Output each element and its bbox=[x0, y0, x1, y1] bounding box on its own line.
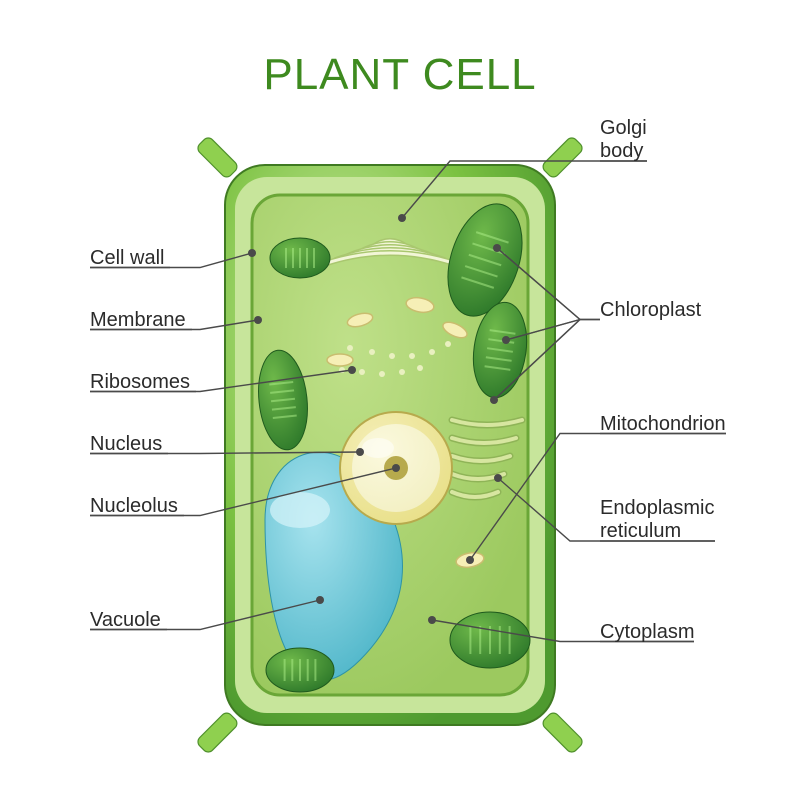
leader-dot bbox=[254, 316, 262, 324]
leader-dot bbox=[502, 336, 510, 344]
chloroplast bbox=[266, 648, 334, 692]
cell-wall-tab bbox=[196, 136, 240, 180]
label-vacuole: Vacuole bbox=[90, 609, 161, 632]
label-er: Endoplasmic reticulum bbox=[600, 497, 715, 543]
ribosome bbox=[359, 369, 365, 375]
ribosome bbox=[429, 349, 435, 355]
ribosome bbox=[445, 341, 451, 347]
leader-dot bbox=[316, 596, 324, 604]
ribosome bbox=[379, 371, 385, 377]
leader-dot bbox=[348, 366, 356, 374]
label-golgi: Golgi body bbox=[600, 117, 647, 163]
leader-dot bbox=[466, 556, 474, 564]
ribosome bbox=[369, 349, 375, 355]
cell-wall-tab bbox=[541, 711, 585, 755]
chloroplast bbox=[270, 238, 330, 278]
ribosome bbox=[409, 353, 415, 359]
leader-dot bbox=[356, 448, 364, 456]
leader-dot bbox=[493, 244, 501, 252]
diagram-svg bbox=[0, 0, 800, 800]
vacuole-highlight bbox=[270, 492, 330, 528]
label-membrane: Membrane bbox=[90, 309, 186, 332]
ribosome bbox=[347, 345, 353, 351]
ribosome bbox=[417, 365, 423, 371]
leader-dot bbox=[428, 616, 436, 624]
leader-dot bbox=[494, 474, 502, 482]
label-ribosomes: Ribosomes bbox=[90, 371, 190, 394]
label-cell-wall: Cell wall bbox=[90, 247, 164, 270]
ribosome bbox=[399, 369, 405, 375]
label-cytoplasm: Cytoplasm bbox=[600, 621, 694, 644]
cell-wall-tab bbox=[541, 136, 585, 180]
label-mitochondrion: Mitochondrion bbox=[600, 413, 726, 436]
plant-cell-diagram: { "canvas": { "w": 800, "h": 800, "bg": … bbox=[0, 0, 800, 800]
leader-dot bbox=[392, 464, 400, 472]
label-nucleus: Nucleus bbox=[90, 433, 162, 456]
leader-dot bbox=[490, 396, 498, 404]
leader-dot bbox=[248, 249, 256, 257]
cell-wall-tab bbox=[196, 711, 240, 755]
label-chloroplast: Chloroplast bbox=[600, 299, 701, 322]
chloroplast bbox=[450, 612, 530, 668]
ribosome bbox=[389, 353, 395, 359]
leader-dot bbox=[398, 214, 406, 222]
label-nucleolus: Nucleolus bbox=[90, 495, 178, 518]
mitochondrion bbox=[327, 354, 353, 366]
